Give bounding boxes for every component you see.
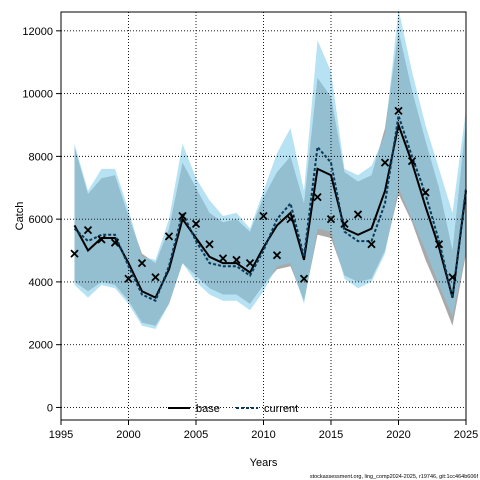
observed-point [245, 258, 255, 268]
observed-point [124, 274, 133, 283]
observed-point [110, 238, 120, 247]
observed-point [191, 219, 201, 228]
observed-point [97, 235, 106, 244]
y-tick-label: 10000 [22, 89, 53, 101]
observed-point [421, 188, 430, 197]
observed-point [232, 255, 241, 265]
y-tick-label: 6000 [29, 214, 53, 226]
y-axis-title: Catch [14, 202, 26, 231]
observed-point [83, 225, 93, 235]
y-tick-label: 0 [47, 402, 53, 414]
series-lines [73, 115, 467, 303]
x-tick-label: 2015 [319, 429, 343, 441]
x-tick-label: 2000 [116, 429, 140, 441]
observed-point [205, 240, 214, 249]
footnote: stockassessment.org, ling_comp2024-2025,… [310, 474, 479, 480]
x-tick-label: 2005 [184, 429, 208, 441]
observed-point [340, 219, 349, 228]
legend: base current [168, 403, 298, 415]
observed-point [151, 273, 160, 282]
band-current [74, 8, 466, 330]
observed-point [218, 254, 228, 263]
observed-point [394, 106, 403, 115]
y-tick-label: 8000 [29, 151, 53, 163]
series-line-base [73, 121, 467, 299]
observed-point [70, 249, 79, 258]
observed-point [407, 156, 417, 166]
x-tick-label: 2010 [251, 429, 275, 441]
observed-point [326, 215, 336, 224]
observed-point [299, 274, 309, 283]
observed-point [313, 193, 322, 202]
x-axis-title: Years [250, 457, 278, 469]
observed-point [448, 273, 457, 282]
legend-current-label: current [264, 403, 298, 415]
y-axis: 0 2000 4000 6000 8000 10000 12000 [22, 26, 61, 414]
x-tick-label: 1995 [49, 429, 73, 441]
observed-point [380, 158, 390, 167]
confidence-bands [74, 8, 466, 330]
y-tick-label: 12000 [22, 26, 53, 38]
observed-point [286, 215, 295, 224]
observed-point [272, 251, 282, 260]
x-axis: 1995 2000 2005 2010 2015 2020 2025 [49, 420, 478, 441]
observed-point [178, 211, 187, 221]
x-tick-label: 2025 [454, 429, 478, 441]
observed-point [259, 211, 268, 221]
observed-points [70, 106, 457, 283]
observed-point [434, 240, 444, 249]
series-line-current [73, 115, 467, 303]
x-tick-label: 2020 [386, 429, 410, 441]
observed-point [367, 240, 376, 249]
y-tick-label: 4000 [29, 277, 53, 289]
observed-point [353, 210, 363, 219]
legend-base-label: base [196, 403, 220, 415]
observed-point [164, 232, 174, 241]
y-tick-label: 2000 [29, 340, 53, 352]
observed-point [137, 258, 147, 268]
